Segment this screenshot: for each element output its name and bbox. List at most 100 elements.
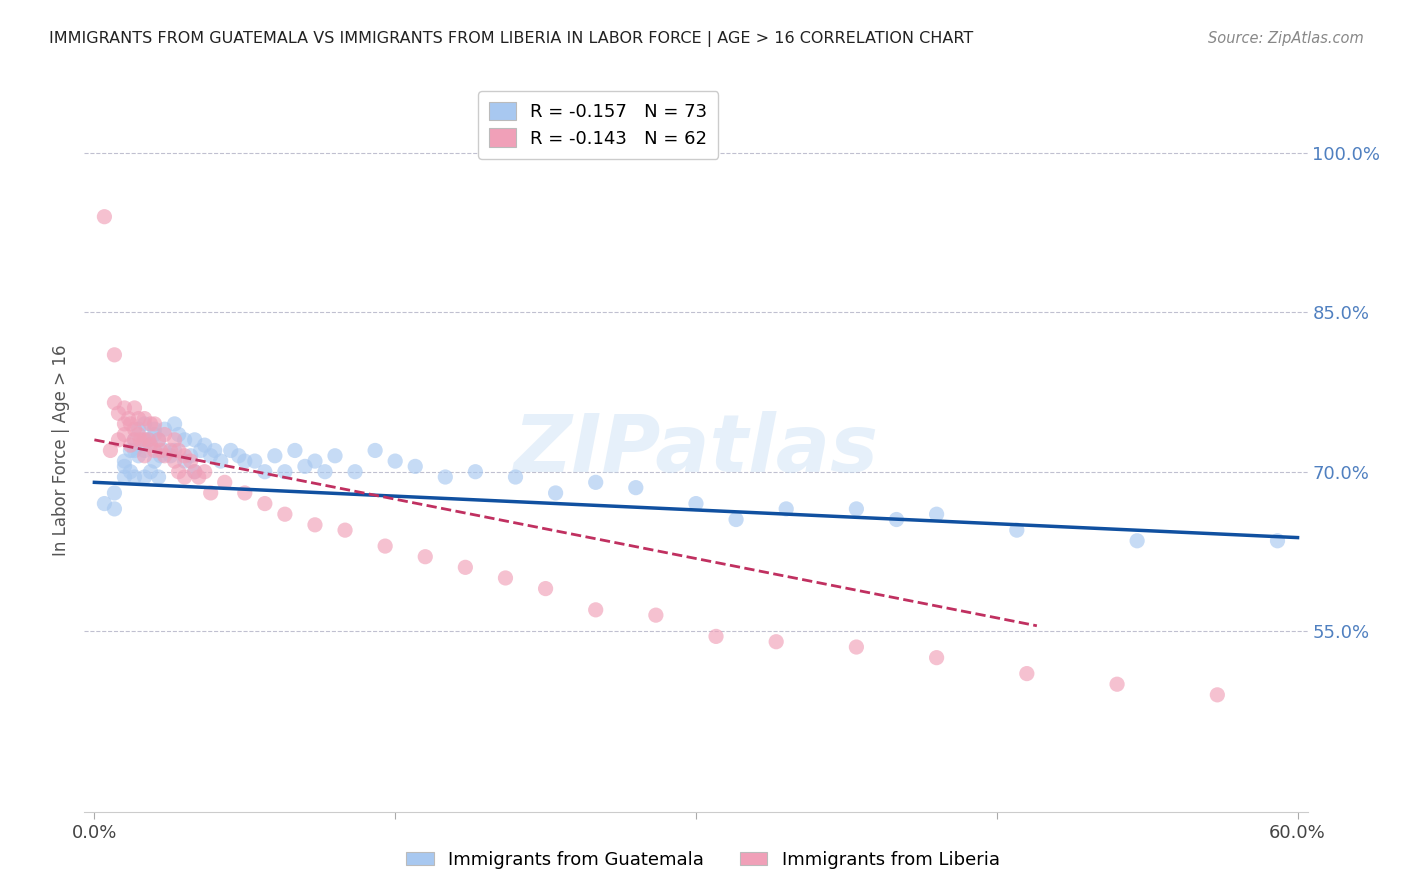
- Point: [294, 459, 316, 474]
- Point: [314, 465, 336, 479]
- Text: ZIPatlas: ZIPatlas: [513, 411, 879, 490]
- Point: [725, 512, 748, 526]
- Point: [454, 560, 477, 574]
- Point: [644, 608, 666, 623]
- Text: Source: ZipAtlas.com: Source: ZipAtlas.com: [1208, 31, 1364, 46]
- Legend: R = -0.157   N = 73, R = -0.143   N = 62: R = -0.157 N = 73, R = -0.143 N = 62: [478, 91, 718, 159]
- Point: [103, 395, 125, 409]
- Point: [180, 454, 202, 468]
- Point: [143, 427, 166, 442]
- Point: [114, 459, 136, 474]
- Point: [93, 210, 115, 224]
- Point: [167, 427, 190, 442]
- Point: [173, 454, 195, 468]
- Point: [194, 438, 217, 452]
- Point: [183, 465, 205, 479]
- Point: [103, 348, 125, 362]
- Point: [120, 443, 142, 458]
- Point: [103, 486, 125, 500]
- Point: [163, 433, 186, 447]
- Point: [173, 449, 195, 463]
- Point: [228, 449, 250, 463]
- Point: [103, 502, 125, 516]
- Point: [139, 417, 162, 431]
- Point: [263, 449, 285, 463]
- Point: [159, 443, 181, 458]
- Point: [253, 497, 276, 511]
- Point: [124, 433, 146, 447]
- Point: [128, 411, 150, 425]
- Point: [284, 443, 307, 458]
- Point: [1107, 677, 1129, 691]
- Point: [114, 470, 136, 484]
- Point: [153, 427, 176, 442]
- Point: [128, 427, 150, 442]
- Point: [925, 650, 948, 665]
- Point: [344, 465, 367, 479]
- Point: [129, 433, 152, 447]
- Point: [134, 470, 156, 484]
- Point: [1267, 533, 1289, 548]
- Point: [233, 486, 256, 500]
- Point: [134, 417, 156, 431]
- Point: [274, 465, 297, 479]
- Point: [114, 454, 136, 468]
- Point: [128, 422, 150, 436]
- Point: [200, 486, 222, 500]
- Point: [148, 433, 170, 447]
- Point: [134, 433, 156, 447]
- Point: [159, 449, 181, 463]
- Point: [704, 629, 727, 643]
- Point: [204, 443, 226, 458]
- Point: [153, 443, 176, 458]
- Point: [139, 438, 162, 452]
- Point: [143, 422, 166, 436]
- Point: [107, 433, 129, 447]
- Point: [120, 417, 142, 431]
- Point: [143, 443, 166, 458]
- Point: [925, 507, 948, 521]
- Point: [495, 571, 517, 585]
- Point: [404, 459, 426, 474]
- Point: [384, 454, 406, 468]
- Point: [333, 523, 356, 537]
- Point: [1005, 523, 1028, 537]
- Point: [167, 443, 190, 458]
- Point: [124, 433, 146, 447]
- Point: [124, 401, 146, 415]
- Point: [163, 443, 186, 458]
- Point: [173, 433, 195, 447]
- Point: [148, 470, 170, 484]
- Point: [134, 433, 156, 447]
- Point: [685, 497, 707, 511]
- Text: IMMIGRANTS FROM GUATEMALA VS IMMIGRANTS FROM LIBERIA IN LABOR FORCE | AGE > 16 C: IMMIGRANTS FROM GUATEMALA VS IMMIGRANTS …: [49, 31, 973, 47]
- Point: [139, 465, 162, 479]
- Point: [167, 465, 190, 479]
- Point: [274, 507, 297, 521]
- Point: [124, 443, 146, 458]
- Point: [180, 449, 202, 463]
- Point: [153, 422, 176, 436]
- Point: [187, 470, 209, 484]
- Point: [173, 470, 195, 484]
- Point: [100, 443, 122, 458]
- Point: [128, 449, 150, 463]
- Point: [253, 465, 276, 479]
- Y-axis label: In Labor Force | Age > 16: In Labor Force | Age > 16: [52, 344, 70, 557]
- Point: [364, 443, 387, 458]
- Point: [138, 433, 160, 447]
- Point: [886, 512, 908, 526]
- Point: [624, 481, 647, 495]
- Point: [1126, 533, 1149, 548]
- Point: [149, 443, 172, 458]
- Point: [374, 539, 396, 553]
- Point: [93, 497, 115, 511]
- Point: [233, 454, 256, 468]
- Point: [209, 454, 232, 468]
- Point: [163, 417, 186, 431]
- Point: [845, 502, 868, 516]
- Point: [585, 475, 607, 490]
- Point: [845, 640, 868, 654]
- Point: [765, 634, 787, 648]
- Point: [304, 454, 326, 468]
